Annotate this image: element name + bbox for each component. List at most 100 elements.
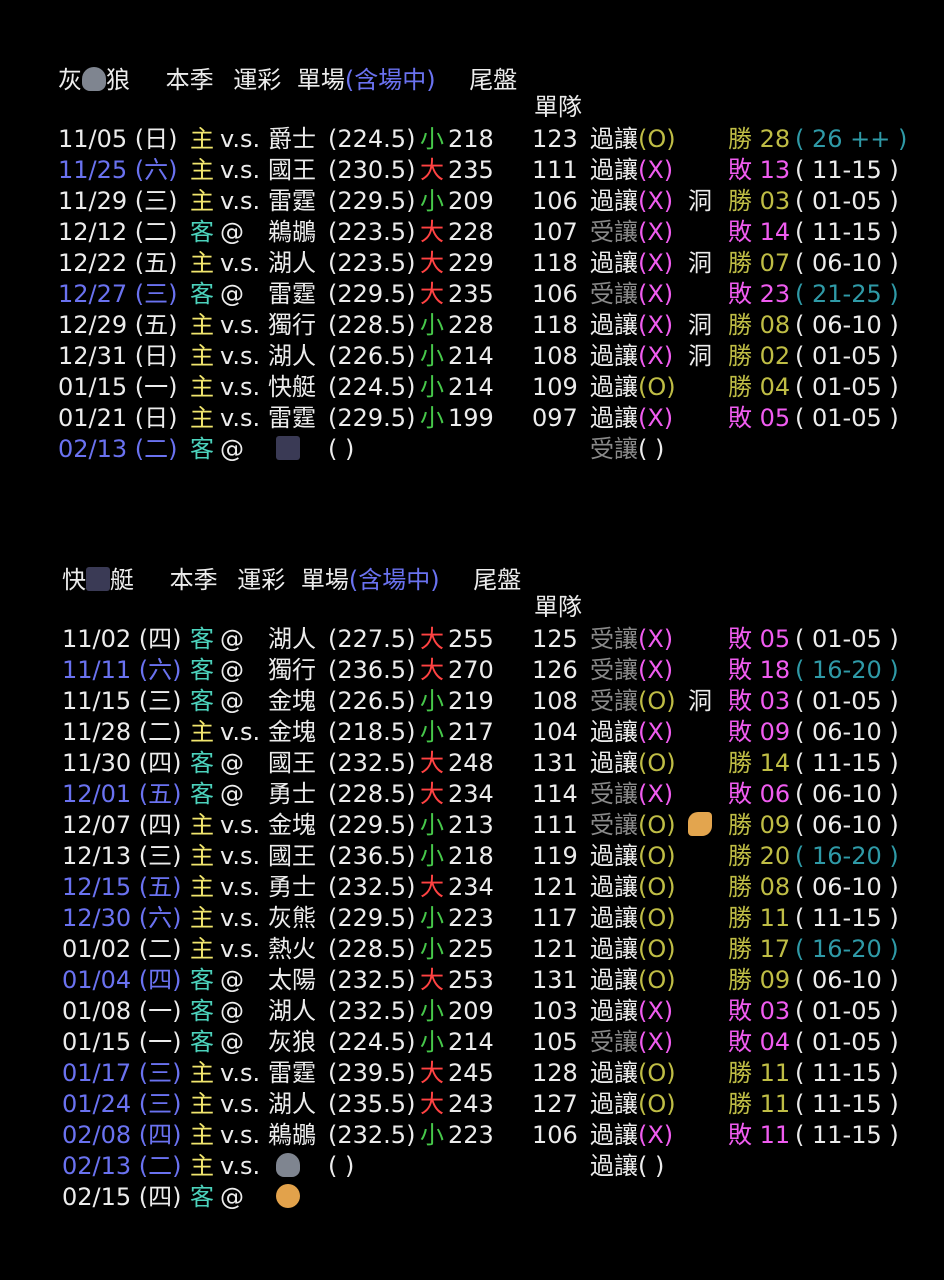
total-line: (232.5) — [328, 749, 416, 777]
total-line: ( ) — [328, 435, 355, 463]
label-season: 本季 — [169, 566, 218, 594]
spread-label: 受讓 — [590, 687, 638, 715]
game-row: 02/13 (二) 客 @( ) 受讓( ) — [0, 434, 944, 465]
spread-label: 過讓 — [590, 966, 638, 994]
spread-label: 過讓 — [590, 1121, 638, 1149]
margin-range: ( 11-15 ) — [795, 1059, 899, 1087]
team-points: 121 — [532, 873, 578, 901]
versus-label: v.s. — [220, 1059, 261, 1087]
game-row: 12/07 (四) 主 v.s. 金塊 (229.5) 小 213 111 受讓(O) 勝 09(… — [0, 810, 944, 841]
game-row: 01/21 (日) 主 v.s. 雷霆 (229.5) 小 199 097 過讓(X) 敗 05(… — [0, 403, 944, 434]
opponent: 國王 — [268, 749, 316, 777]
win-loss-margin: 敗 13 — [728, 156, 791, 184]
game-row: 12/31 (日) 主 v.s. 湖人 (226.5) 小 214 108 過讓(X) 洞勝 02… — [0, 341, 944, 372]
spread-result: 受讓(O) — [590, 686, 676, 717]
total-line: (232.5) — [328, 1121, 416, 1149]
home-away-label: 主 — [190, 718, 214, 746]
total-line: (227.5) — [328, 625, 416, 653]
total-result: 229 — [448, 249, 494, 277]
home-away-label: 主 — [190, 1152, 214, 1180]
spread-mark: (O) — [638, 373, 676, 401]
spread-mark: (O) — [638, 842, 676, 870]
team-points: 111 — [532, 156, 578, 184]
game-date: 12/13 (三) — [62, 842, 182, 870]
total-result: 270 — [448, 656, 494, 684]
margin-range: ( 11-15 ) — [795, 218, 899, 246]
game-row: 11/15 (三) 客 @ 金塊 (226.5) 小 219 108 受讓(O) 洞敗 03( 0… — [0, 686, 944, 717]
total-line: (230.5) — [328, 156, 416, 184]
team-points: 106 — [532, 187, 578, 215]
total-result: 209 — [448, 187, 494, 215]
win-loss-margin: 勝 28 — [728, 125, 791, 153]
game-row: 12/27 (三) 客 @ 雷霆 (229.5) 大 235 106 受讓(X) 敗 23( 21… — [0, 279, 944, 310]
total-line: (228.5) — [328, 780, 416, 808]
over-under-label: 大 — [420, 966, 444, 994]
opponent: 湖人 — [268, 342, 316, 370]
game-date: 11/30 (四) — [62, 749, 182, 777]
home-away-label: 客 — [190, 218, 214, 246]
margin-range: ( 06-10 ) — [795, 811, 899, 839]
spread-result: 過讓(X) — [590, 155, 673, 186]
game-row: 01/04 (四) 客 @ 太陽 (232.5) 大 253 131 過讓(O) 勝 09( 06… — [0, 965, 944, 996]
opponent — [276, 1182, 300, 1213]
section-header: 灰狼 本季 運彩 單場(含場中) 尾盤 — [58, 60, 517, 100]
team-points: 097 — [532, 404, 578, 432]
over-under-label: 大 — [420, 780, 444, 808]
wolf-icon — [276, 1153, 300, 1177]
opponent: 金塊 — [268, 718, 316, 746]
flexed-biceps-icon — [688, 812, 712, 836]
team-points: 126 — [532, 656, 578, 684]
total-result: 214 — [448, 373, 494, 401]
margin-range: ( 11-15 ) — [795, 156, 899, 184]
game-date: 02/08 (四) — [62, 1121, 182, 1149]
spread-label: 過讓 — [590, 125, 638, 153]
game-date: 12/12 (二) — [58, 218, 178, 246]
margin-range: ( 01-05 ) — [795, 1028, 899, 1056]
spread-mark: (X) — [638, 997, 674, 1025]
home-away-label: 主 — [190, 373, 214, 401]
spread-result: 過讓(O) — [590, 1089, 676, 1120]
game-row: 11/28 (二) 主 v.s. 金塊 (218.5) 小 217 104 過讓(X) 敗 09(… — [0, 717, 944, 748]
label-closing: 尾盤 — [473, 566, 522, 594]
label-incl-live: (含場中) — [344, 66, 436, 94]
total-result: 213 — [448, 811, 494, 839]
opponent — [276, 1151, 300, 1182]
team-points: 131 — [532, 966, 578, 994]
spread-result: 過讓(X) — [590, 341, 673, 372]
win-loss-margin: 敗 04 — [728, 1028, 791, 1056]
over-under-label: 小 — [420, 404, 444, 432]
total-result: 228 — [448, 311, 494, 339]
over-under-label: 小 — [420, 935, 444, 963]
team-points: 103 — [532, 997, 578, 1025]
over-under-label: 大 — [420, 873, 444, 901]
win-loss-margin: 敗 06 — [728, 780, 791, 808]
team-points: 131 — [532, 749, 578, 777]
spread-result: 受讓(X) — [590, 217, 673, 248]
home-away-label: 主 — [190, 311, 214, 339]
home-away-label: 客 — [190, 966, 214, 994]
total-result: 218 — [448, 842, 494, 870]
versus-label: @ — [220, 435, 244, 463]
home-away-label: 客 — [190, 1028, 214, 1056]
total-line: (229.5) — [328, 811, 416, 839]
margin-range: ( 01-05 ) — [795, 687, 899, 715]
total-line: (224.5) — [328, 1028, 416, 1056]
total-line: ( ) — [328, 1152, 355, 1180]
home-away-label: 客 — [190, 687, 214, 715]
push-marker: 洞 — [688, 687, 712, 715]
margin-range: ( 01-05 ) — [795, 373, 899, 401]
total-line: (226.5) — [328, 687, 416, 715]
game-date: 02/15 (四) — [62, 1183, 182, 1211]
spread-mark: (X) — [638, 280, 674, 308]
home-away-label: 客 — [190, 1183, 214, 1211]
over-under-label: 小 — [420, 187, 444, 215]
spread-mark: (O) — [638, 966, 676, 994]
home-away-label: 客 — [190, 625, 214, 653]
spread-label: 過讓 — [590, 156, 638, 184]
total-line: (218.5) — [328, 718, 416, 746]
game-row: 12/29 (五) 主 v.s. 獨行 (228.5) 小 228 118 過讓(X) 洞勝 08… — [0, 310, 944, 341]
margin-range: ( 01-05 ) — [795, 997, 899, 1025]
game-date: 01/15 (一) — [58, 373, 178, 401]
versus-label: @ — [220, 687, 244, 715]
spread-mark: (O) — [638, 935, 676, 963]
